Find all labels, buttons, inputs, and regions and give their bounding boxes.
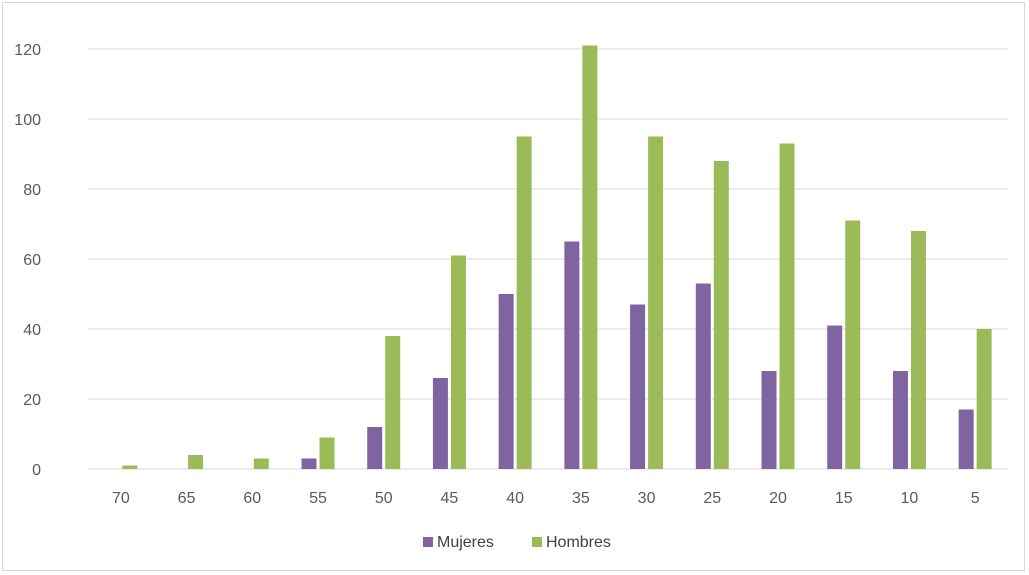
y-tick-label: 0 <box>32 462 41 479</box>
y-tick-label: 20 <box>23 392 41 409</box>
bar-mujeres-5 <box>958 409 974 469</box>
bar-hombres-70 <box>122 465 138 469</box>
x-axis-tick-labels: 70 65 60 55 50 45 40 35 30 25 20 15 10 5 <box>112 490 980 507</box>
y-tick-label: 120 <box>14 42 41 59</box>
bar-hombres-40 <box>516 136 532 469</box>
legend-label-hombres: Hombres <box>546 534 611 551</box>
x-tick-label: 40 <box>506 490 524 507</box>
legend-swatch-hombres <box>532 537 542 547</box>
bar-hombres-50 <box>385 336 401 469</box>
x-tick-label: 5 <box>971 490 980 507</box>
bar-hombres-65 <box>188 455 204 469</box>
y-tick-label: 100 <box>14 112 41 129</box>
x-tick-label: 70 <box>112 490 130 507</box>
bar-hombres-55 <box>319 437 335 469</box>
bar-hombres-35 <box>582 45 598 469</box>
bar-mujeres-45 <box>432 378 448 469</box>
bar-mujeres-30 <box>630 304 646 469</box>
y-tick-label: 60 <box>23 252 41 269</box>
x-tick-label: 30 <box>638 490 656 507</box>
x-tick-label: 45 <box>441 490 459 507</box>
legend: Mujeres Hombres <box>423 534 611 551</box>
bar-mujeres-40 <box>498 294 514 469</box>
bar-mujeres-15 <box>827 325 843 469</box>
y-tick-label: 40 <box>23 322 41 339</box>
x-tick-label: 25 <box>703 490 721 507</box>
bar-mujeres-55 <box>301 458 317 469</box>
bar-hombres-15 <box>845 220 861 469</box>
bar-hombres-25 <box>713 161 729 469</box>
bar-mujeres-50 <box>367 427 383 469</box>
x-tick-label: 20 <box>769 490 787 507</box>
bar-hombres-20 <box>779 143 795 469</box>
x-tick-label: 35 <box>572 490 590 507</box>
bar-hombres-10 <box>910 231 926 469</box>
y-tick-label: 80 <box>23 182 41 199</box>
y-axis-tick-labels: 0 20 40 60 80 100 120 <box>14 42 41 479</box>
x-tick-label: 10 <box>901 490 919 507</box>
x-tick-label: 50 <box>375 490 393 507</box>
legend-swatch-mujeres <box>423 537 433 547</box>
x-tick-label: 65 <box>178 490 196 507</box>
legend-label-mujeres: Mujeres <box>437 534 494 551</box>
bar-hombres-5 <box>976 329 992 469</box>
gridlines <box>88 48 1008 470</box>
bar-hombres-30 <box>648 136 664 469</box>
bars <box>122 45 992 469</box>
x-tick-label: 55 <box>309 490 327 507</box>
bar-mujeres-25 <box>695 283 711 469</box>
bar-mujeres-20 <box>761 371 777 469</box>
bar-hombres-45 <box>450 255 466 469</box>
bar-mujeres-35 <box>564 241 580 469</box>
bar-mujeres-10 <box>892 371 908 469</box>
x-tick-label: 15 <box>835 490 853 507</box>
bar-hombres-60 <box>253 458 269 469</box>
x-tick-label: 60 <box>243 490 261 507</box>
bar-chart: 0 20 40 60 80 100 120 70 65 60 55 50 45 40 35 30 25 20 15… <box>14 42 1008 551</box>
